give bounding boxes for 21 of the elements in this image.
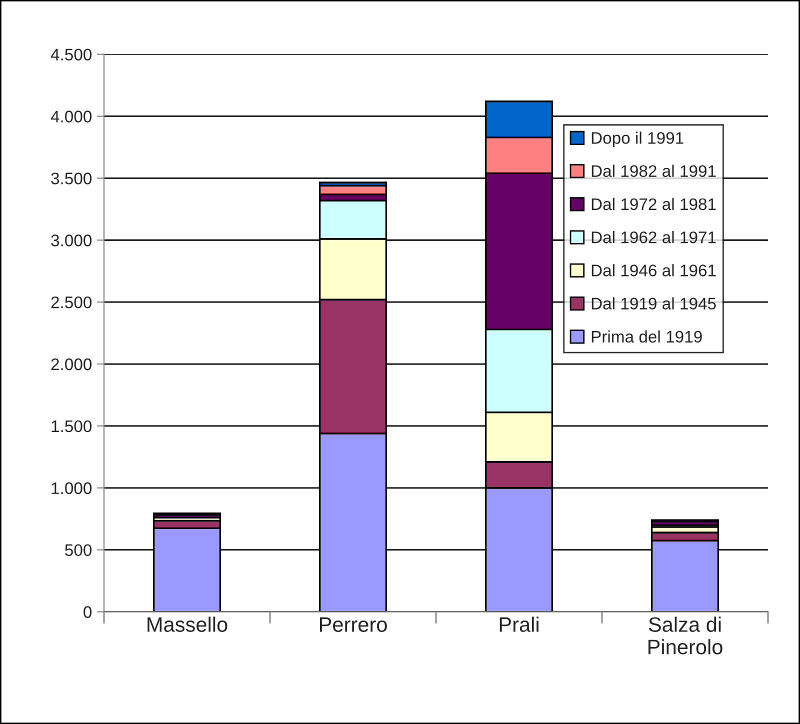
y-tick-label: 3.000 xyxy=(51,234,92,246)
x-tick-label: Massello xyxy=(148,616,228,632)
legend-label: Dopo il 1991 xyxy=(592,132,684,148)
y-tick-label: 4.500 xyxy=(50,48,92,61)
legend-label: Prima del 1919 xyxy=(592,330,702,343)
legend-label: Dal 1946 al 1961 xyxy=(592,264,716,276)
y-tick-label: 1.500 xyxy=(52,420,92,432)
y-tick-label: 500 xyxy=(65,544,92,556)
y-tick-label: 1.000 xyxy=(52,482,92,494)
y-tick-label: 2.000 xyxy=(51,358,92,370)
y-tick-label: 2.500 xyxy=(51,296,92,308)
legend-label: Dal 1919 al 1945 xyxy=(592,297,716,310)
y-tick-label: 0 xyxy=(84,606,92,618)
x-tick-label: Prali xyxy=(500,616,538,632)
x-tick-label: Salza di Pinerolo xyxy=(648,616,722,654)
x-tick-label: Perrero xyxy=(320,617,387,632)
legend-label: Dal 1972 al 1981 xyxy=(592,198,716,210)
y-tick-label: 3.500 xyxy=(51,172,92,184)
legend-label: Dal 1982 al 1991 xyxy=(592,164,716,177)
y-tick-label: 4.000 xyxy=(50,110,92,122)
legend-label: Dal 1962 al 1971 xyxy=(592,231,716,244)
